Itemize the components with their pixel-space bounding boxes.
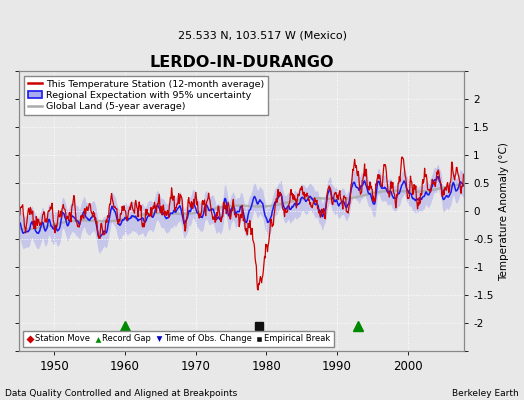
Text: Data Quality Controlled and Aligned at Breakpoints: Data Quality Controlled and Aligned at B…: [5, 389, 237, 398]
Text: 25.533 N, 103.517 W (Mexico): 25.533 N, 103.517 W (Mexico): [178, 30, 346, 40]
Text: Berkeley Earth: Berkeley Earth: [452, 389, 519, 398]
Title: LERDO-IN-DURANGO: LERDO-IN-DURANGO: [149, 55, 334, 70]
Legend: Station Move, Record Gap, Time of Obs. Change, Empirical Break: Station Move, Record Gap, Time of Obs. C…: [24, 331, 334, 347]
Y-axis label: Temperature Anomaly (°C): Temperature Anomaly (°C): [499, 142, 509, 280]
